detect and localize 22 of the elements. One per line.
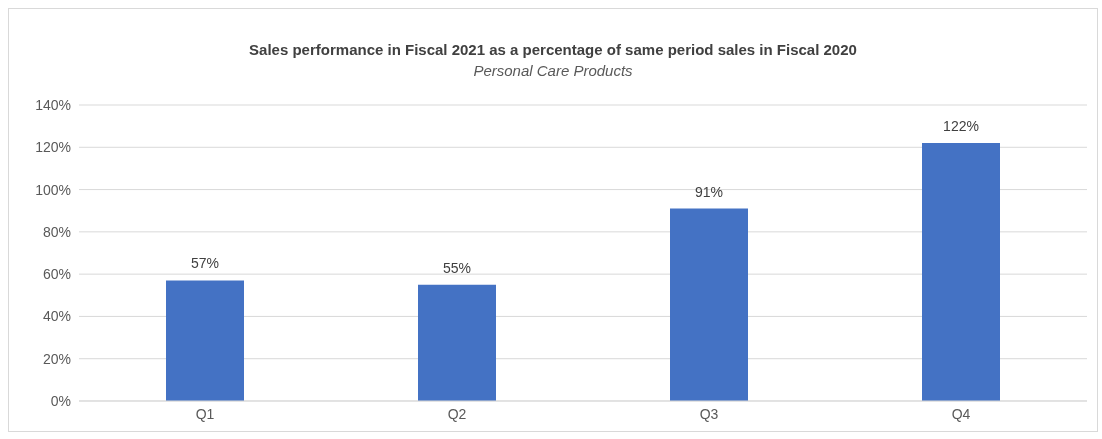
x-tick-label: Q1 — [195, 405, 215, 422]
x-tick-label: Q2 — [447, 405, 467, 422]
x-tick-label: Q4 — [951, 405, 971, 422]
x-tick-label: Q3 — [699, 405, 719, 422]
y-tick-label: 140% — [35, 96, 71, 113]
y-tick-label: 80% — [42, 223, 71, 240]
chart-title: Sales performance in Fiscal 2021 as a percentage of same period sales in Fiscal 2020 — [248, 41, 858, 58]
bar — [670, 208, 748, 401]
y-tick-label: 100% — [35, 181, 71, 198]
data-label: 55% — [442, 259, 472, 276]
y-tick-label: 60% — [42, 266, 71, 283]
bar — [166, 280, 244, 401]
data-label: 122% — [943, 118, 979, 135]
chart-subtitle: Personal Care Products — [472, 62, 634, 79]
y-tick-label: 20% — [42, 350, 71, 367]
y-tick-label: 40% — [42, 308, 71, 325]
bar — [418, 284, 496, 401]
bar — [922, 143, 1000, 401]
y-tick-label: 120% — [35, 139, 71, 156]
data-label: 57% — [190, 255, 220, 272]
y-tick-label: 0% — [50, 392, 71, 409]
data-label: 91% — [694, 183, 724, 200]
